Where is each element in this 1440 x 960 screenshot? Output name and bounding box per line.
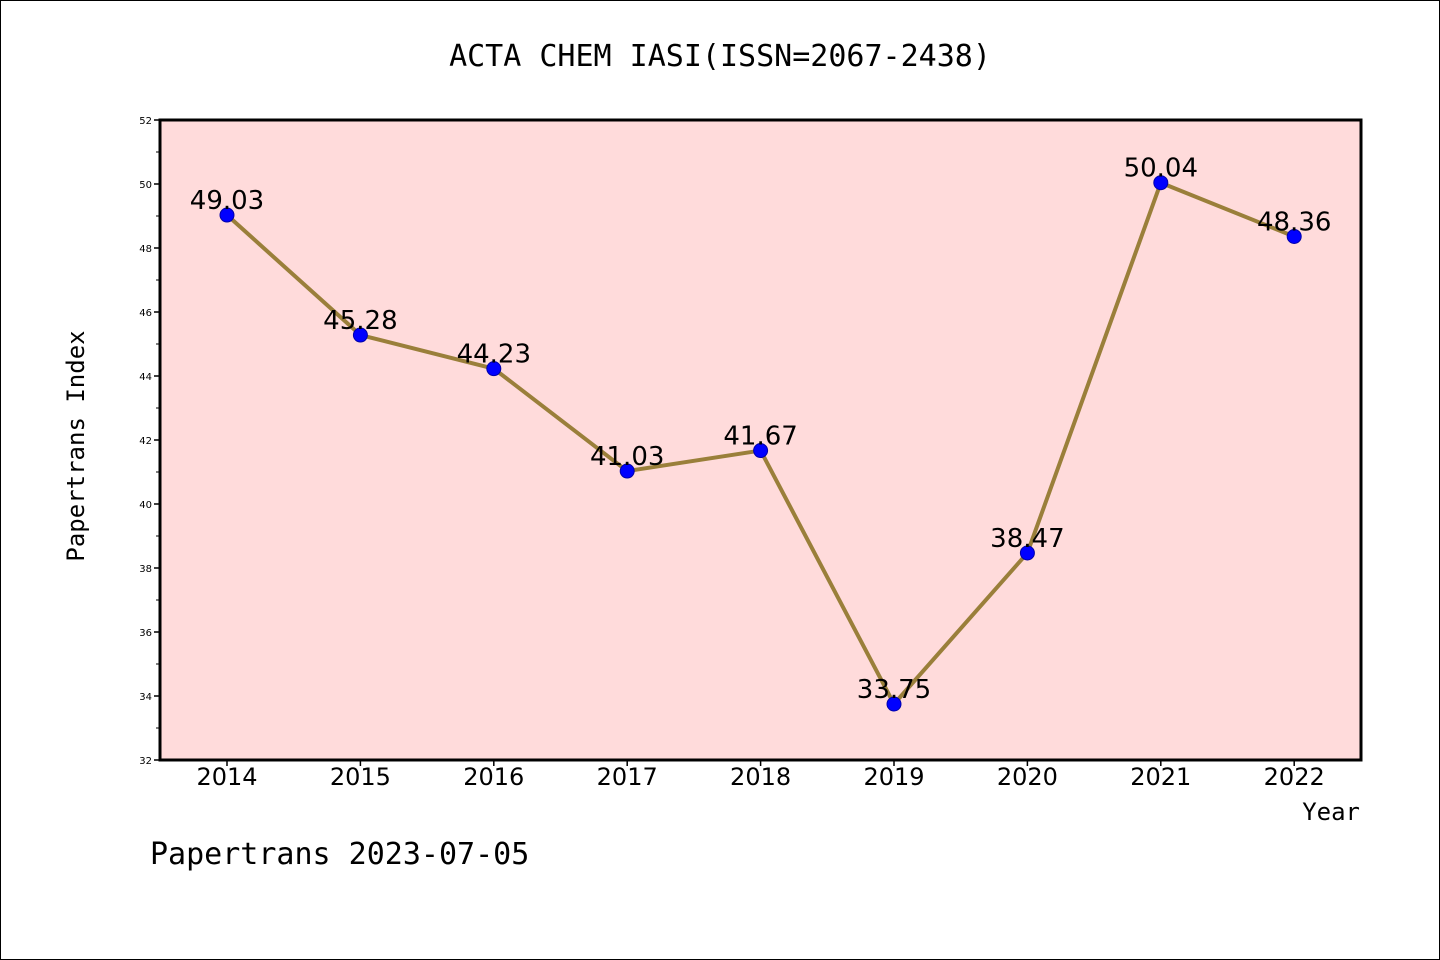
data-label: 50.04 — [1124, 154, 1198, 184]
x-tick-label: 2019 — [863, 763, 924, 791]
data-point-marker — [1286, 228, 1302, 244]
y-tick-label: 50 — [139, 180, 152, 191]
y-axis: 32 34 36 38 40 42 44 46 48 50 52 — [139, 116, 160, 767]
y-tick-label: 48 — [139, 244, 152, 255]
y-tick-label: 52 — [139, 116, 152, 127]
data-label: 41.03 — [590, 442, 664, 472]
x-axis: 2014 2015 2016 2017 2018 2019 2020 2021 2022 — [196, 760, 1325, 791]
y-tick-label: 38 — [139, 564, 152, 575]
x-tick-label: 2014 — [196, 763, 257, 791]
x-tick-label: 2016 — [463, 763, 524, 791]
data-label: 33.75 — [857, 675, 931, 705]
data-point-marker — [753, 443, 769, 459]
data-label: 44.23 — [457, 340, 531, 370]
data-point-marker — [352, 327, 368, 343]
data-points — [219, 175, 1302, 712]
x-tick-label: 2022 — [1264, 763, 1325, 791]
data-point-marker — [1019, 545, 1035, 561]
x-tick-label: 2017 — [597, 763, 658, 791]
y-tick-label: 42 — [139, 436, 152, 447]
x-tick-label: 2018 — [730, 763, 791, 791]
y-tick-label: 34 — [139, 692, 152, 703]
data-point-marker — [486, 361, 502, 377]
data-point-marker — [219, 207, 235, 223]
data-point-marker — [886, 696, 902, 712]
y-axis-label: Papertrans Index — [62, 330, 90, 561]
data-label: 41.67 — [723, 422, 797, 452]
y-tick-label: 32 — [139, 756, 152, 767]
x-tick-label: 2020 — [997, 763, 1058, 791]
y-tick-label: 44 — [139, 372, 152, 383]
x-axis-label: Year — [1302, 798, 1360, 826]
chart-title: ACTA CHEM IASI(ISSN=2067-2438) — [449, 39, 991, 74]
data-point-marker — [619, 463, 635, 479]
plot-border — [158, 118, 1363, 762]
x-tick-label: 2015 — [330, 763, 391, 791]
y-tick-label: 40 — [139, 500, 152, 511]
data-label: 45.28 — [323, 306, 397, 336]
data-labels: 49.03 45.28 44.23 41.03 41.67 33.75 38.47 50.04… — [190, 154, 1332, 705]
x-tick-label: 2021 — [1130, 763, 1191, 791]
data-point-marker — [1153, 175, 1169, 191]
data-label: 38.47 — [990, 524, 1064, 554]
y-tick-label: 36 — [139, 628, 152, 639]
data-label: 49.03 — [190, 186, 264, 216]
y-tick-label: 46 — [139, 308, 152, 319]
data-label: 48.36 — [1257, 207, 1331, 237]
footer-text: Papertrans 2023-07-05 — [150, 837, 529, 872]
plot-area — [160, 120, 1361, 760]
